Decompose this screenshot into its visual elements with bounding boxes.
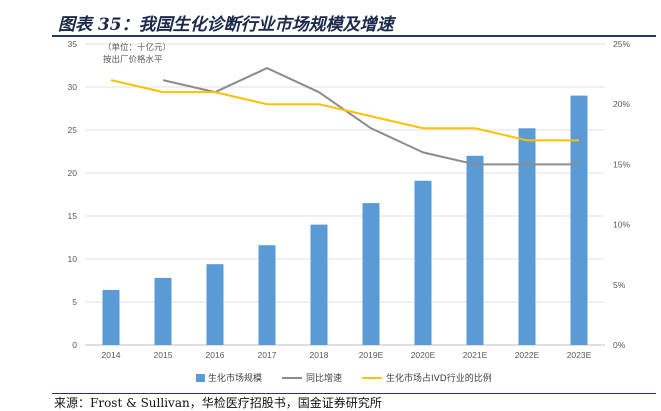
left-tick-label: 5 <box>72 297 77 307</box>
x-tick-label: 2014 <box>102 350 121 360</box>
right-tick-label: 25% <box>613 39 630 49</box>
legend-label: 生化市场规模 <box>208 372 262 384</box>
x-tick-label: 2022E <box>515 350 540 360</box>
title-rule <box>52 35 656 37</box>
series-line <box>110 79 579 142</box>
bar <box>466 155 484 345</box>
right-tick-label: 0% <box>613 340 626 350</box>
bar <box>414 180 432 345</box>
right-tick-label: 20% <box>613 99 630 109</box>
x-tick-label: 2016 <box>206 350 225 360</box>
right-tick-label: 15% <box>613 159 630 169</box>
right-tick-label: 10% <box>613 220 630 230</box>
left-tick-label: 35 <box>68 39 78 49</box>
bar <box>154 277 172 345</box>
series-line <box>162 67 579 166</box>
bar-series <box>102 95 588 345</box>
bar <box>518 128 536 345</box>
figure-title: 图表 35：我国生化诊断行业市场规模及增速 <box>58 15 394 35</box>
x-tick-label: 2021E <box>463 350 488 360</box>
x-tick-label: 2017 <box>258 350 277 360</box>
right-tick-label: 5% <box>613 280 626 290</box>
bar <box>102 289 120 345</box>
left-tick-label: 10 <box>68 254 78 264</box>
source-note: 来源：Frost & Sullivan，华检医疗招股书，国金证券研究所 <box>54 396 382 410</box>
left-axis-ticks: 0 5 10 15 20 25 30 35 <box>68 39 78 350</box>
x-tick-label: 2018 <box>310 350 329 360</box>
left-tick-label: 0 <box>72 340 77 350</box>
left-tick-label: 15 <box>68 211 78 221</box>
unit-note-line1: （单位：十亿元） <box>103 42 171 53</box>
bar <box>206 264 224 345</box>
bar <box>362 203 380 345</box>
x-tick-label: 2023E <box>567 350 592 360</box>
unit-note-line2: 按出厂价格水平 <box>103 54 163 65</box>
bar <box>570 95 588 345</box>
legend: 生化市场规模 同比增速 生化市场占IVD行业的比例 <box>196 372 492 384</box>
right-axis-ticks: 0% 5% 10% 15% 20% 25% <box>613 39 630 350</box>
left-tick-label: 30 <box>68 82 78 92</box>
bottom-rule <box>52 393 656 394</box>
x-tick-label: 2015 <box>154 350 173 360</box>
left-tick-label: 25 <box>68 125 78 135</box>
line-series <box>110 67 579 166</box>
legend-swatch <box>196 374 205 382</box>
x-axis-ticks: 2014 2015 2016 2017 2018 2019E 2020E 2021E 2022E… <box>102 350 592 360</box>
legend-label: 生化市场占IVD行业的比例 <box>386 372 492 384</box>
x-tick-label: 2019E <box>359 350 384 360</box>
bar <box>258 245 276 345</box>
bar <box>310 224 328 345</box>
legend-label: 同比增速 <box>306 372 342 384</box>
x-tick-label: 2020E <box>411 350 436 360</box>
left-tick-label: 20 <box>68 168 78 178</box>
gridlines <box>85 43 605 346</box>
